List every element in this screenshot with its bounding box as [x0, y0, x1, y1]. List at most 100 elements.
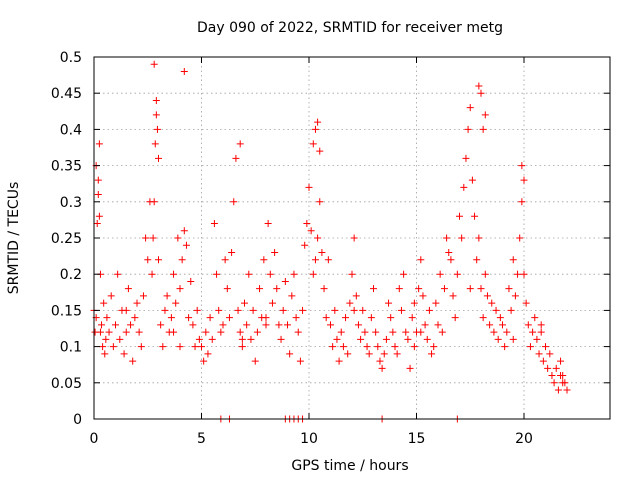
x-tick-label: 10: [300, 431, 318, 447]
y-tick-label: 0.2: [60, 267, 82, 283]
data-point: [98, 321, 106, 329]
data-point: [236, 328, 244, 336]
y-tick-label: 0.05: [51, 376, 82, 392]
data-point: [247, 335, 255, 343]
data-point: [116, 335, 124, 343]
data-point: [473, 256, 481, 264]
data-point: [486, 321, 494, 329]
data-point: [503, 328, 511, 336]
data-point: [357, 335, 365, 343]
data-point: [163, 292, 171, 300]
data-point: [561, 379, 569, 387]
data-point: [215, 306, 223, 314]
data-point: [228, 248, 236, 256]
data-point: [453, 270, 461, 278]
data-point: [288, 292, 296, 300]
data-points: [90, 60, 571, 423]
data-point: [275, 321, 283, 329]
data-point: [494, 335, 502, 343]
y-tick-label: 0.35: [51, 159, 82, 175]
data-point: [546, 350, 554, 358]
data-point: [279, 306, 287, 314]
data-point: [314, 234, 322, 242]
data-point: [397, 306, 405, 314]
data-point: [180, 67, 188, 75]
data-point: [305, 183, 313, 191]
data-point: [466, 285, 474, 293]
data-point: [359, 306, 367, 314]
data-point: [563, 386, 571, 394]
y-tick-label: 0.3: [60, 195, 82, 211]
data-point: [251, 357, 259, 365]
data-point: [537, 328, 545, 336]
data-point: [249, 306, 257, 314]
data-point: [178, 256, 186, 264]
data-point: [223, 285, 231, 293]
data-point: [157, 321, 165, 329]
data-point: [447, 256, 455, 264]
data-point: [150, 198, 158, 206]
y-tick-label: 0.25: [51, 231, 82, 247]
data-point: [149, 234, 157, 242]
data-point: [354, 321, 362, 329]
data-point: [542, 343, 549, 351]
data-point: [129, 357, 137, 365]
data-point: [471, 212, 479, 220]
data-point: [477, 285, 485, 293]
data-point: [430, 343, 438, 351]
x-tick-label: 15: [408, 431, 426, 447]
data-point: [161, 306, 169, 314]
data-point: [475, 234, 483, 242]
data-point: [468, 176, 476, 184]
data-point: [352, 292, 360, 300]
data-point: [331, 306, 339, 314]
data-point: [529, 328, 537, 336]
data-point: [114, 270, 122, 278]
data-point: [314, 118, 322, 126]
data-point: [245, 270, 253, 278]
data-point: [303, 220, 311, 228]
data-point: [243, 321, 251, 329]
data-point: [466, 104, 474, 112]
data-point: [311, 256, 319, 264]
data-point: [232, 154, 240, 162]
data-point: [365, 350, 373, 358]
data-point: [292, 314, 300, 322]
data-point: [301, 241, 309, 249]
data-point: [96, 328, 104, 336]
data-point: [253, 328, 261, 336]
data-point: [481, 270, 489, 278]
data-point: [333, 335, 341, 343]
data-point: [318, 248, 326, 256]
data-point: [559, 372, 567, 380]
data-point: [337, 328, 345, 336]
data-point: [236, 140, 244, 148]
data-point: [277, 335, 285, 343]
data-point: [307, 227, 315, 235]
data-point: [105, 328, 113, 336]
data-point: [182, 241, 190, 249]
data-point: [316, 147, 324, 155]
data-point: [144, 256, 152, 264]
data-point: [151, 140, 159, 148]
data-point: [342, 314, 350, 322]
data-point: [112, 321, 119, 329]
chart-title: Day 090 of 2022, SRMTID for receiver met…: [197, 20, 503, 36]
data-point: [406, 364, 414, 372]
data-point: [202, 328, 210, 336]
data-point: [193, 306, 201, 314]
data-point: [268, 299, 276, 307]
data-point: [264, 220, 272, 228]
data-point: [221, 256, 229, 264]
data-point: [281, 277, 289, 285]
data-point: [382, 335, 390, 343]
data-point: [370, 285, 377, 293]
data-point: [456, 212, 463, 220]
data-point: [195, 335, 203, 343]
y-tick-label: 0.45: [51, 86, 82, 102]
data-point: [509, 256, 517, 264]
data-point: [198, 343, 205, 351]
data-point: [189, 321, 197, 329]
data-point: [492, 306, 500, 314]
